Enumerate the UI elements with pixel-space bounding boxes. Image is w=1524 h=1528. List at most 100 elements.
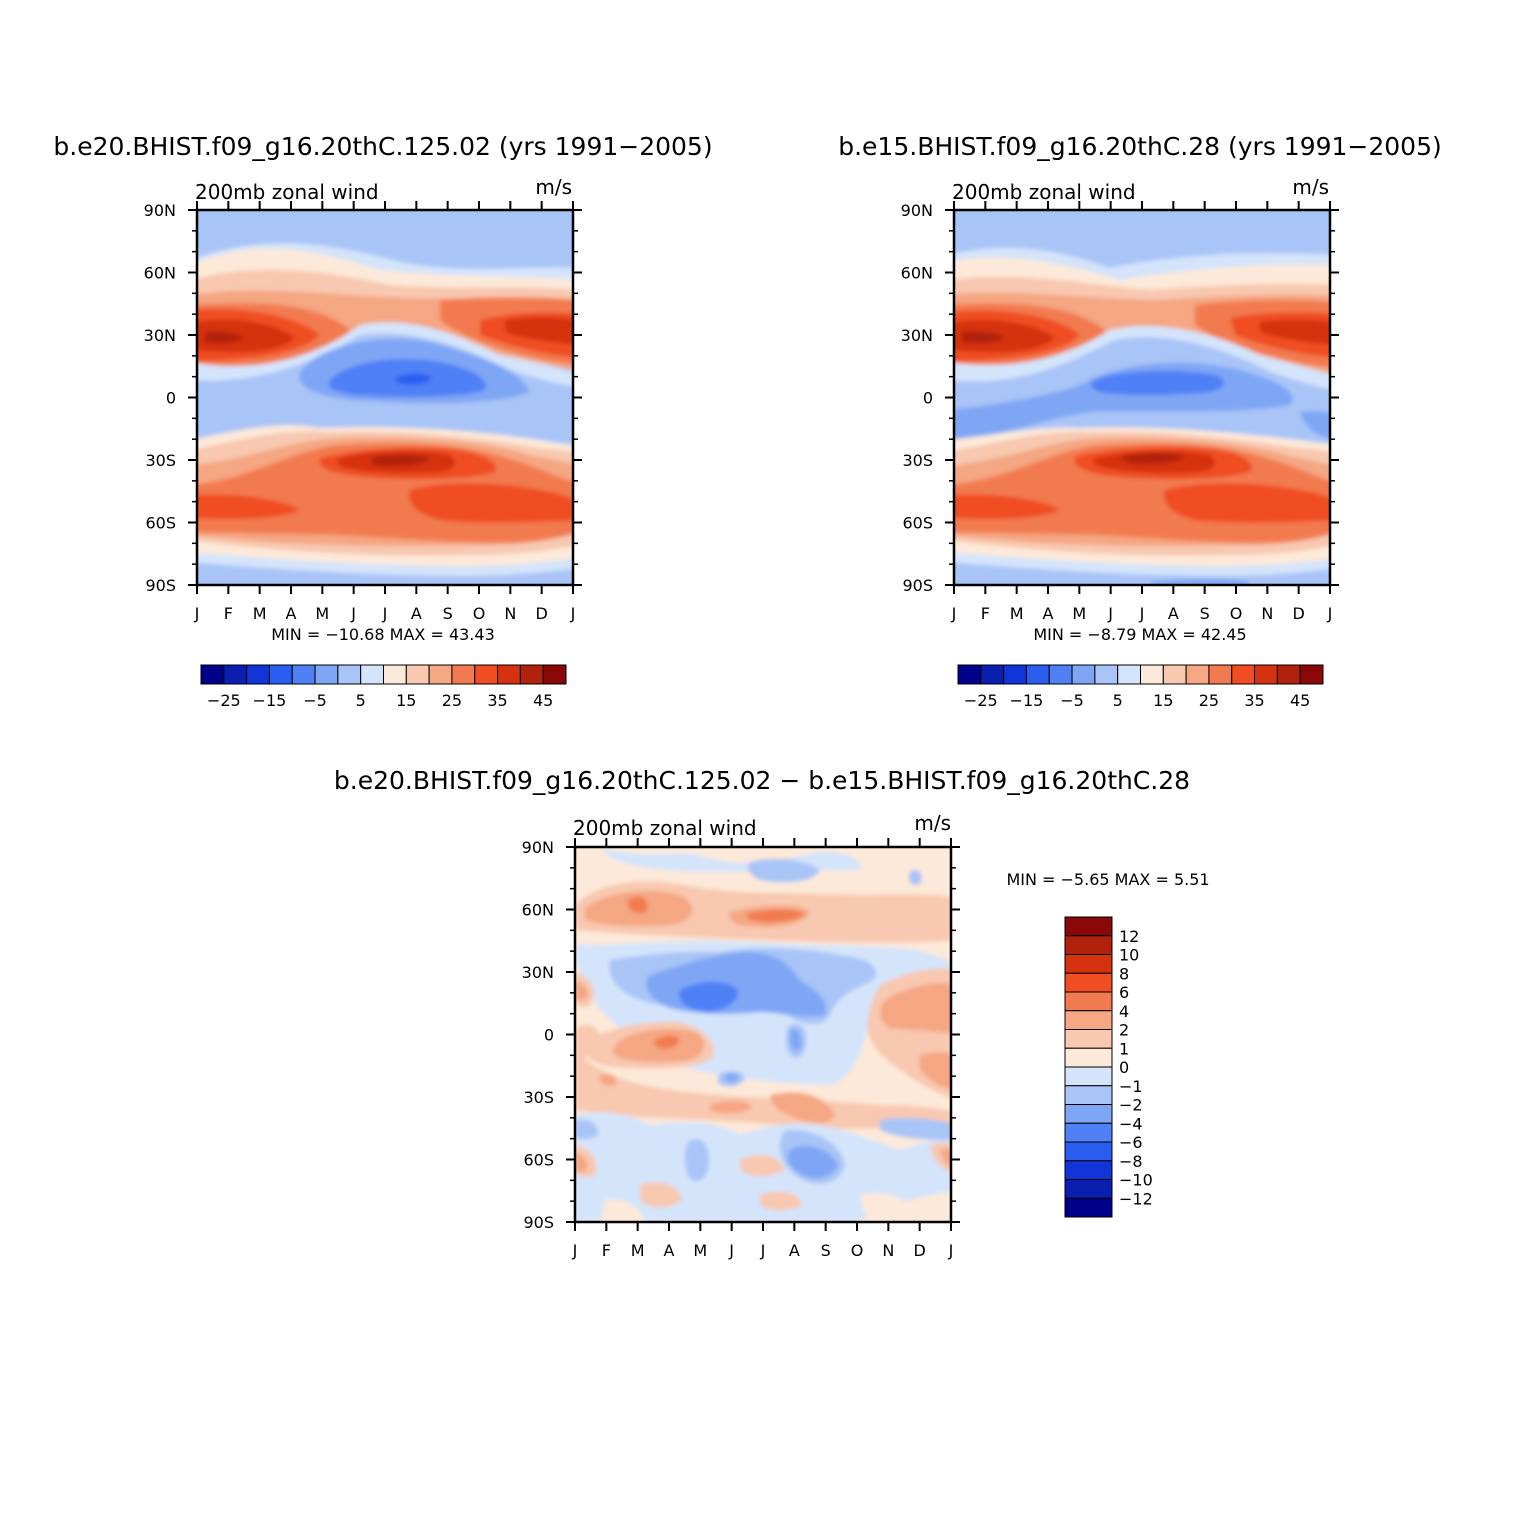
panel-a-variable: 200mb zonal wind	[195, 180, 379, 204]
x-tick-label: M	[253, 604, 267, 623]
colorbar-label: −25	[207, 691, 241, 710]
colorbar-swatch	[291, 664, 316, 685]
colorbar-label: 5	[1113, 691, 1123, 710]
panel-b-variable: 200mb zonal wind	[952, 180, 1136, 204]
colorbar-label: 6	[1119, 983, 1129, 1002]
x-tick-label: J	[382, 604, 388, 623]
y-tick-label: 30N	[522, 963, 554, 982]
colorbar-label: 8	[1119, 964, 1129, 983]
x-tick-label: F	[224, 604, 233, 623]
x-tick-label: S	[1200, 604, 1210, 623]
x-tick-label: A	[286, 604, 297, 623]
colorbar-swatch	[1064, 1104, 1113, 1124]
y-tick-label: 90N	[522, 838, 554, 857]
colorbar-label: −8	[1119, 1152, 1143, 1171]
x-tick-label: J	[951, 604, 957, 623]
y-tick-label: 90S	[902, 576, 933, 595]
colorbar-label: 25	[1199, 691, 1219, 710]
colorbar-swatch	[360, 664, 384, 685]
panel-difference: b.e20.BHIST.f09_g16.20thC.125.02 − b.e15…	[334, 766, 1210, 1260]
colorbar-label: 0	[1119, 1058, 1129, 1077]
x-tick-label: M	[1072, 604, 1086, 623]
panel-b-units: m/s	[1292, 175, 1329, 199]
panel-a-title: b.e20.BHIST.f09_g16.20thC.125.02 (yrs 19…	[53, 132, 712, 161]
y-tick-label: 0	[923, 389, 933, 408]
colorbar-swatch	[1231, 664, 1256, 685]
x-tick-label: D	[1293, 604, 1305, 623]
x-tick-label: A	[1043, 604, 1054, 623]
colorbar-swatch	[451, 664, 476, 685]
panel-model-a: b.e20.BHIST.f09_g16.20thC.125.02 (yrs 19…	[53, 132, 712, 710]
colorbar-label: 1	[1119, 1039, 1129, 1058]
y-tick-label: 30S	[145, 451, 176, 470]
y-tick-label: 30N	[901, 326, 933, 345]
x-tick-label: J	[570, 604, 576, 623]
colorbar-swatch	[1064, 1085, 1113, 1105]
colorbar-label: −1	[1119, 1077, 1143, 1096]
panel-b-title: b.e15.BHIST.f09_g16.20thC.28 (yrs 1991−2…	[838, 132, 1442, 161]
colorbar-swatch	[519, 664, 544, 685]
colorbar-label: 25	[442, 691, 462, 710]
x-tick-label: J	[760, 1241, 766, 1260]
colorbar-label: −6	[1119, 1133, 1143, 1152]
x-tick-label: M	[1010, 604, 1024, 623]
y-tick-label: 60N	[144, 264, 176, 283]
x-tick-label: N	[1261, 604, 1273, 623]
colorbar-label: 35	[487, 691, 507, 710]
y-tick-label: 60S	[902, 514, 933, 533]
y-tick-label: 90S	[523, 1213, 554, 1232]
panel-model-b: b.e15.BHIST.f09_g16.20thC.28 (yrs 1991−2…	[838, 132, 1442, 710]
x-tick-label: O	[1230, 604, 1243, 623]
colorbar-label: 10	[1119, 946, 1139, 965]
panel-a-stats: MIN = −10.68 MAX = 43.43	[271, 625, 495, 644]
colorbar-swatch	[337, 664, 362, 685]
colorbar-label: 45	[1290, 691, 1310, 710]
y-tick-label: 30N	[144, 326, 176, 345]
panel-c-title: b.e20.BHIST.f09_g16.20thC.125.02 − b.e15…	[334, 766, 1190, 795]
colorbar-swatch	[957, 664, 982, 685]
x-tick-label: J	[194, 604, 200, 623]
y-tick-label: 60N	[522, 901, 554, 920]
x-tick-label: J	[948, 1241, 954, 1260]
panel-b-field	[954, 210, 1330, 585]
colorbar-label: −5	[303, 691, 327, 710]
colorbar-swatch	[1003, 664, 1027, 685]
panel-c-field	[575, 847, 951, 1222]
colorbar-label: −15	[253, 691, 287, 710]
colorbar-swatch	[405, 664, 430, 685]
x-tick-label: F	[981, 604, 990, 623]
colorbar-swatch	[1185, 664, 1210, 685]
panel-b-stats: MIN = −8.79 MAX = 42.45	[1033, 625, 1246, 644]
colorbar-swatch	[1064, 991, 1113, 1012]
colorbar-swatch	[1064, 1010, 1113, 1030]
y-tick-label: 90N	[144, 201, 176, 220]
colorbar-swatch	[200, 664, 225, 685]
colorbar-swatch	[980, 664, 1005, 685]
colorbar-swatch	[1140, 664, 1164, 685]
x-tick-label: J	[728, 1241, 734, 1260]
colorbar-swatch	[1025, 664, 1050, 685]
panel-c-units: m/s	[914, 811, 951, 835]
colorbar-swatch	[474, 664, 499, 685]
panel-a-colorbar: −25 −15 −5 5 15 25 35 45	[200, 664, 567, 710]
x-tick-label: O	[473, 604, 486, 623]
colorbar-label: 45	[533, 691, 553, 710]
y-tick-label: 60S	[145, 514, 176, 533]
panel-c-variable: 200mb zonal wind	[573, 816, 757, 840]
colorbar-swatch	[1208, 664, 1233, 685]
colorbar-label: 2	[1119, 1021, 1129, 1040]
colorbar-swatch	[1048, 664, 1073, 685]
colorbar-swatch	[1064, 1029, 1113, 1049]
x-tick-label: J	[1139, 604, 1145, 623]
colorbar-swatch	[1064, 972, 1113, 993]
y-tick-label: 90N	[901, 201, 933, 220]
colorbar-swatch	[1276, 664, 1301, 685]
colorbar-label: −5	[1060, 691, 1084, 710]
colorbar-swatch	[314, 664, 339, 685]
x-tick-label: M	[693, 1241, 707, 1260]
y-tick-label: 30S	[902, 451, 933, 470]
colorbar-swatch	[497, 664, 521, 685]
panel-a-field	[197, 210, 573, 585]
y-tick-label: 60N	[901, 264, 933, 283]
